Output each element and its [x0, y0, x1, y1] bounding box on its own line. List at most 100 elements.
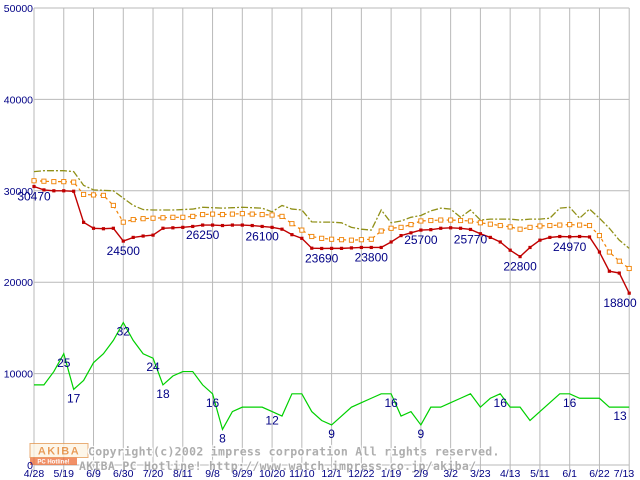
average-price-marker — [229, 211, 235, 217]
average-price-marker — [458, 217, 464, 224]
lowest-price-marker — [538, 238, 542, 242]
average-price-marker — [41, 178, 47, 184]
average-price-marker — [51, 179, 57, 185]
price-value-label: 25770 — [454, 232, 488, 246]
average-price-marker — [140, 216, 146, 222]
chart-series: 0 10000 20000 30000 40000 50000 4/28 5/19 6/9 6/3… — [4, 3, 637, 480]
lowest-price-marker — [627, 291, 631, 295]
average-price-marker — [616, 258, 622, 264]
lowest-price-marker — [449, 226, 453, 230]
lowest-price-marker — [310, 246, 314, 250]
average-price-marker — [210, 211, 216, 217]
x-tick-label: 2/9 — [414, 468, 429, 480]
lowest-price-marker — [617, 271, 621, 275]
lowest-price-marker — [468, 227, 473, 232]
lowest-price-marker — [349, 246, 354, 250]
price-value-label: 24500 — [107, 244, 141, 258]
lowest-price-marker — [578, 234, 582, 239]
lowest-price-marker — [62, 189, 66, 193]
y-tick-label: 50000 — [4, 3, 33, 15]
shops-value-label: 16 — [384, 396, 398, 410]
lowest-price-marker — [320, 246, 324, 251]
series-highest-price-line — [33, 170, 630, 249]
copyright-line: Copyright(c)2002 impress corporation All… — [88, 445, 500, 459]
lowest-price-marker — [548, 235, 552, 240]
average-price-marker — [388, 225, 394, 231]
shops-value-label: 9 — [328, 427, 335, 441]
pc-hotline-strip — [30, 457, 77, 465]
series-shop-count-line — [34, 321, 630, 431]
lowest-price-marker — [558, 234, 562, 239]
y-tick-label: 40000 — [4, 94, 33, 106]
average-price-marker — [279, 213, 285, 219]
lowest-price-marker — [458, 226, 463, 230]
average-price-marker — [577, 222, 583, 228]
lowest-price-marker — [568, 235, 572, 239]
x-tick-label: 6/9 — [86, 468, 101, 480]
lowest-price-marker — [597, 250, 602, 254]
average-price-marker — [438, 217, 444, 223]
lowest-price-marker — [240, 223, 244, 227]
average-price-marker — [120, 219, 126, 225]
average-price-marker — [31, 178, 37, 184]
average-price-marker — [378, 228, 384, 234]
x-tick-label: 9/8 — [205, 468, 220, 480]
x-tick-label: 4/13 — [500, 468, 521, 480]
x-tick-label: 6/22 — [589, 468, 610, 480]
price-value-label: 23690 — [305, 251, 339, 265]
x-tick-label: 12/22 — [348, 468, 374, 480]
y-tick-label: 20000 — [4, 277, 33, 289]
lowest-price-marker — [131, 235, 135, 240]
average-price-marker — [190, 213, 196, 219]
lowest-price-marker — [151, 233, 155, 237]
average-price-marker — [626, 265, 632, 272]
lowest-price-marker — [330, 246, 334, 250]
shops-value-label: 18 — [156, 387, 170, 401]
shops-value-label: 12 — [265, 414, 279, 428]
x-tick-label: 9/29 — [232, 468, 253, 480]
shops-value-label: 16 — [563, 396, 577, 410]
x-tick-label: 12/1 — [321, 468, 342, 480]
lowest-price-marker — [230, 223, 234, 227]
price-value-label: 26100 — [245, 229, 279, 243]
average-price-marker — [329, 236, 335, 242]
x-tick-label: 6/1 — [562, 468, 577, 480]
shops-value-label: 32 — [117, 325, 131, 339]
x-tick-label: 4/28 — [24, 468, 45, 480]
x-tick-label: 11/10 — [289, 468, 315, 480]
lowest-price-marker — [181, 225, 185, 229]
price-value-label: 26250 — [186, 228, 220, 242]
watermark: AKIBA PC Hotline! Copyright(c)2002 impre… — [29, 443, 501, 474]
x-tick-label: 1/19 — [381, 468, 402, 480]
lowest-price-marker — [379, 245, 383, 250]
average-price-marker — [110, 202, 116, 208]
average-price-marker — [200, 212, 206, 218]
lowest-price-marker — [300, 236, 304, 240]
average-price-marker — [497, 222, 503, 229]
average-price-marker — [487, 221, 493, 227]
average-price-marker — [61, 179, 67, 185]
average-price-marker — [130, 217, 136, 223]
lowest-price-marker — [210, 223, 215, 227]
lowest-price-marker — [607, 269, 611, 273]
lowest-price-marker — [270, 225, 274, 229]
lowest-price-marker — [508, 248, 512, 252]
average-price-marker — [180, 214, 186, 220]
average-price-marker — [269, 212, 275, 218]
shops-value-label: 16 — [494, 396, 508, 410]
average-price-marker — [239, 211, 245, 217]
lowest-price-marker — [488, 235, 492, 240]
price-value-label: 23800 — [355, 250, 389, 264]
y-tick-label: 0 — [27, 460, 33, 472]
lowest-price-marker — [429, 228, 433, 232]
average-price-marker — [517, 226, 523, 232]
lowest-price-marker — [528, 245, 532, 250]
lowest-price-marker — [399, 233, 403, 238]
lowest-price-marker — [101, 227, 106, 231]
lowest-price-marker — [191, 224, 195, 229]
price-value-label: 22800 — [503, 260, 537, 274]
average-price-marker — [219, 212, 226, 218]
x-tick-label: 7/20 — [143, 468, 164, 480]
average-price-marker — [477, 220, 483, 226]
